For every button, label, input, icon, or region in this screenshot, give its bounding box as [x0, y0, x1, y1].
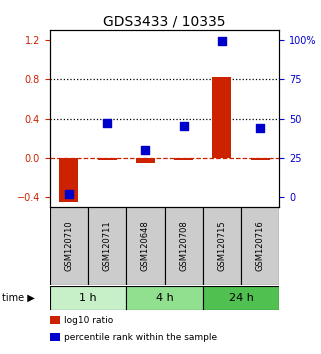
Bar [126, 286, 203, 310]
Bar [98, 158, 117, 160]
Bar [203, 286, 279, 310]
Text: GSM120710: GSM120710 [65, 221, 74, 272]
Bar [88, 207, 126, 285]
Text: 1 h: 1 h [79, 293, 97, 303]
Text: time ▶: time ▶ [2, 293, 34, 303]
Point [143, 147, 148, 153]
Bar [174, 158, 193, 160]
Bar [50, 286, 126, 310]
Point [181, 124, 186, 129]
Point [219, 39, 224, 44]
Bar [203, 207, 241, 285]
Point [105, 120, 110, 126]
Text: GSM120716: GSM120716 [256, 221, 265, 272]
Text: percentile rank within the sample: percentile rank within the sample [64, 333, 217, 342]
Text: 4 h: 4 h [156, 293, 173, 303]
Bar [212, 77, 231, 158]
Bar [164, 207, 203, 285]
Bar [251, 158, 270, 160]
Title: GDS3433 / 10335: GDS3433 / 10335 [103, 15, 226, 29]
Text: log10 ratio: log10 ratio [64, 316, 113, 325]
Text: GSM120708: GSM120708 [179, 221, 188, 272]
Bar [126, 207, 164, 285]
Bar [136, 158, 155, 163]
Bar [50, 207, 88, 285]
Point [257, 125, 263, 131]
Bar [59, 158, 78, 202]
Bar [241, 207, 279, 285]
Text: GSM120648: GSM120648 [141, 221, 150, 272]
Text: GSM120715: GSM120715 [217, 221, 226, 272]
Text: GSM120711: GSM120711 [103, 221, 112, 272]
Text: 24 h: 24 h [229, 293, 254, 303]
Point [66, 191, 72, 197]
